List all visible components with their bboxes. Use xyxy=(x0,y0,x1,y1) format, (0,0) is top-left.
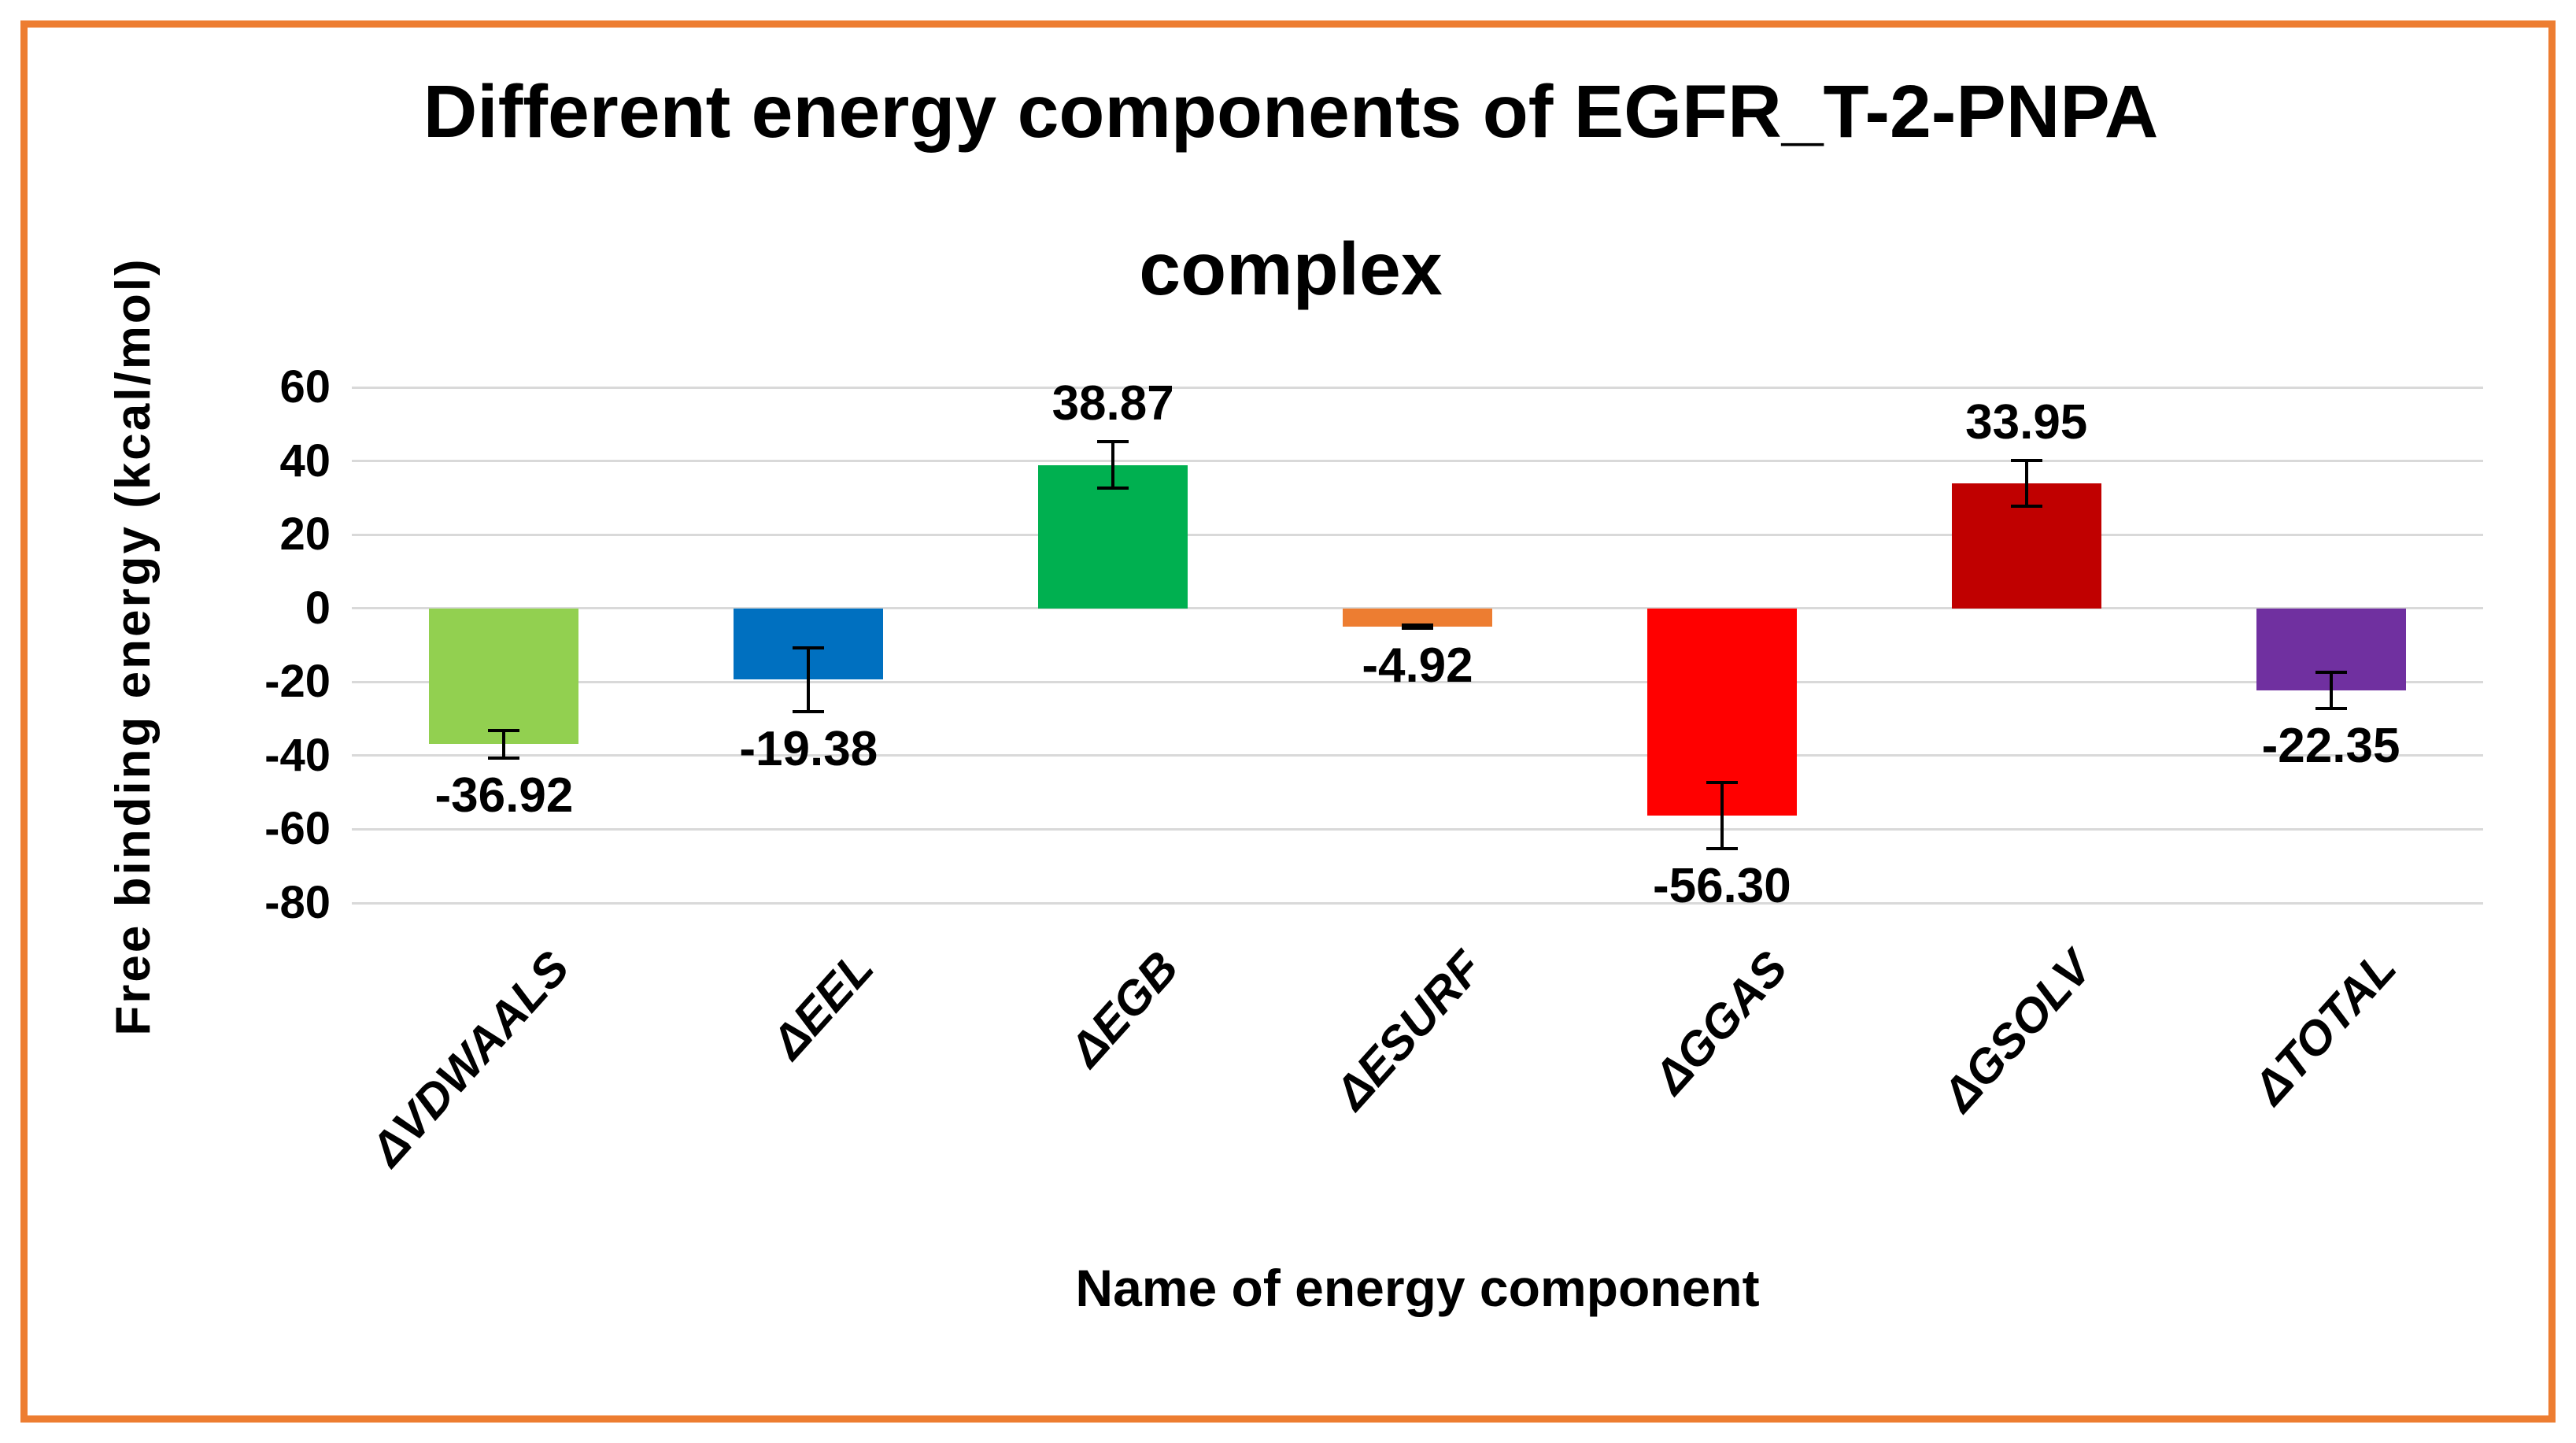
gridline xyxy=(352,754,2483,757)
value-label: 33.95 xyxy=(1965,394,2088,450)
value-label: -19.38 xyxy=(739,721,878,776)
error-bar-line xyxy=(807,648,811,712)
value-label: -22.35 xyxy=(2261,719,2400,774)
chart-title: Different energy components of EGFR_T-2-… xyxy=(346,75,2235,307)
x-axis-category-label: ΔTOTAL xyxy=(2243,941,2407,1114)
error-bar-cap-bottom xyxy=(793,709,825,713)
x-axis-category-label: ΔESURF xyxy=(1325,941,1493,1119)
bar-ΔESURF xyxy=(1343,608,1492,627)
error-bar-cap-top xyxy=(2315,671,2347,675)
error-bar-line xyxy=(502,731,506,758)
chart-title-line-2: complex xyxy=(1139,228,1443,311)
y-axis-tick-label: -80 xyxy=(264,877,331,928)
value-label: 38.87 xyxy=(1051,376,1174,431)
value-label: -4.92 xyxy=(1362,638,1473,693)
error-bar-cap-bottom xyxy=(2010,504,2042,508)
x-axis-category-label: ΔEEL xyxy=(761,941,884,1069)
error-bar-cap-top xyxy=(488,729,520,733)
gridline xyxy=(352,827,2483,831)
error-bar-line xyxy=(2329,672,2333,709)
error-bar-cap-top xyxy=(2010,458,2042,462)
bar-ΔVDWAALS xyxy=(429,608,579,745)
x-axis-category-label: ΔVDWAALS xyxy=(360,941,579,1176)
y-axis-tick-label: 20 xyxy=(279,509,331,561)
chart-title-line-1: Different energy components of EGFR_T-2-… xyxy=(423,70,2159,154)
gridline xyxy=(352,460,2483,463)
gridline xyxy=(352,680,2483,683)
x-axis-title: Name of energy component xyxy=(1075,1259,1760,1317)
error-bar-cap-top xyxy=(1097,440,1129,444)
y-axis-tick-label: 60 xyxy=(279,361,331,413)
y-axis-tick-label: -40 xyxy=(264,729,331,781)
gridline xyxy=(352,533,2483,536)
x-axis-category-label: ΔGGAS xyxy=(1643,941,1798,1104)
y-axis-tick-label: -20 xyxy=(264,656,331,708)
error-bar-cap-bottom xyxy=(488,756,520,760)
error-bar-cap-top xyxy=(793,646,825,650)
error-bar-cap-bottom xyxy=(2315,707,2347,711)
error-bar-cap-top xyxy=(1706,781,1738,785)
value-label: -36.92 xyxy=(434,768,574,823)
value-label: -56.30 xyxy=(1652,858,1791,913)
error-bar-cap-bottom xyxy=(1402,626,1433,630)
x-axis-category-label: ΔGSOLV xyxy=(1932,941,2102,1122)
error-bar-cap-bottom xyxy=(1706,846,1738,850)
y-axis-tick-label: 40 xyxy=(279,435,331,487)
error-bar-cap-bottom xyxy=(1097,487,1129,490)
gridline xyxy=(352,386,2483,389)
error-bar-line xyxy=(1720,783,1724,849)
bar-ΔGGAS xyxy=(1646,608,1797,816)
error-bar-cap-top xyxy=(1402,623,1433,627)
gridline xyxy=(352,901,2483,905)
x-axis-category-label: ΔEGB xyxy=(1059,941,1188,1077)
y-axis-tick-label: -60 xyxy=(264,803,331,855)
error-bar-line xyxy=(2024,460,2028,506)
error-bar-line xyxy=(1111,442,1115,489)
y-axis-tick-label: 0 xyxy=(305,582,331,634)
chart-border-frame xyxy=(20,20,2556,1423)
